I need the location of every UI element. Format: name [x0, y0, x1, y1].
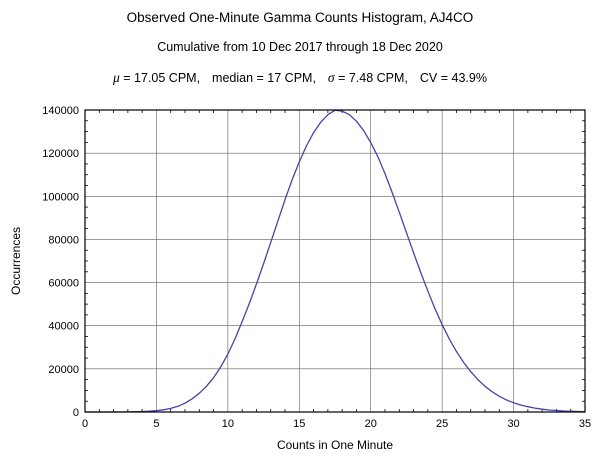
y-tick-label: 100000 [42, 191, 79, 203]
x-tick-label: 25 [436, 418, 448, 430]
x-tick-label: 10 [222, 418, 234, 430]
stats-line: μ = 17.05 CPM, median = 17 CPM, σ = 7.48 C… [0, 70, 600, 86]
y-tick-label: 40000 [48, 321, 79, 333]
cv-value: CV = 43.9% [419, 71, 487, 85]
y-tick-label: 20000 [48, 364, 79, 376]
x-tick-label: 0 [82, 418, 88, 430]
chart-subtitle: Cumulative from 10 Dec 2017 through 18 D… [157, 40, 443, 54]
tick-layer [85, 110, 585, 412]
histogram-curve [85, 109, 586, 413]
x-axis-label: Counts in One Minute [277, 438, 393, 452]
mu-symbol: μ [113, 70, 120, 85]
x-tick-label: 35 [579, 418, 591, 430]
x-tick-label: 20 [365, 418, 377, 430]
chart-title: Observed One-Minute Gamma Counts Histogr… [126, 10, 474, 25]
median-value: median = 17 CPM, [212, 71, 316, 85]
y-tick-label: 60000 [48, 278, 79, 290]
y-tick-label: 120000 [42, 148, 79, 160]
x-tick-label: 5 [153, 418, 159, 430]
y-axis-label: Occurrences [9, 227, 23, 295]
x-tick-label: 15 [293, 418, 305, 430]
y-tick-label: 80000 [48, 234, 79, 246]
y-tick-label: 0 [73, 407, 79, 419]
y-tick-label: 140000 [42, 105, 79, 117]
plot-frame [84, 109, 586, 413]
grid-layer [84, 109, 586, 413]
mu-value: = 17.05 CPM, [119, 71, 201, 85]
sigma-value: = 7.48 CPM, [334, 71, 408, 85]
x-tick-label: 30 [507, 418, 519, 430]
sigma-symbol: σ [327, 70, 335, 85]
chart-generated-layer: 0 5 10 15 20 25 30 35 0 20000 40000 60000 80000 10000… [42, 105, 591, 430]
